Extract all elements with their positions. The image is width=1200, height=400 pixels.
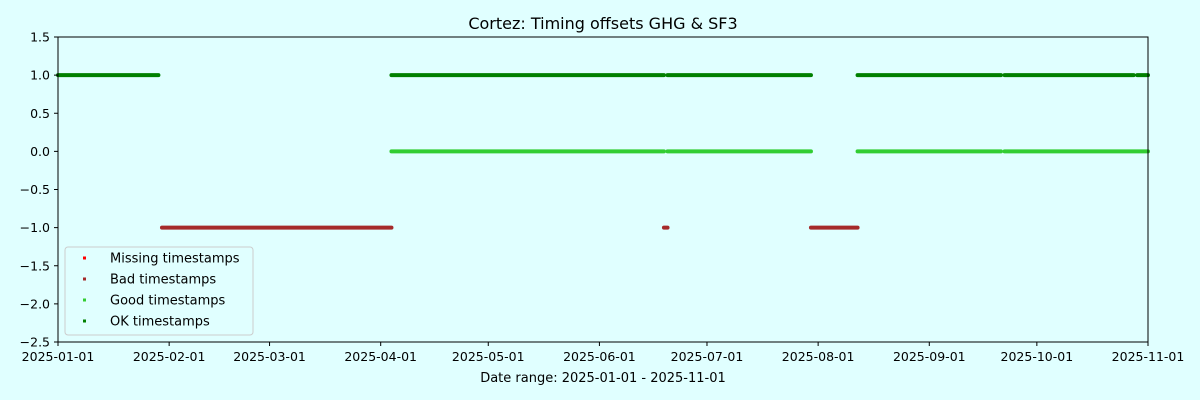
y-tick-label: 0.0 [30,144,50,159]
y-tick-label: −2.5 [20,335,50,350]
y-tick-label: 1.5 [30,30,50,45]
legend-marker [83,277,86,281]
axes: 2025-01-01 2025-02-01 2025-03-01 2025-04-01… [20,30,1185,365]
y-tick-label: −2.0 [20,296,50,311]
legend-marker [83,256,86,260]
data-marks [56,73,1150,230]
y-tick-label: −1.0 [20,220,50,235]
legend-label: Good timestamps [110,294,225,309]
legend-marker [83,319,86,323]
x-tick-label: 2025-01-01 [22,349,95,364]
legend-marker [83,298,86,302]
y-tick-label: 0.5 [30,106,50,121]
x-tick-label: 2025-04-01 [344,349,417,364]
x-tick-label: 2025-06-01 [563,349,636,364]
x-axis-label: Date range: 2025-01-01 - 2025-11-01 [480,371,726,386]
x-tick-label: 2025-10-01 [1001,349,1074,364]
legend-label: Bad timestamps [110,273,216,288]
y-tick-label: −1.5 [20,258,50,273]
legend: Missing timestamps Bad timestamps Good tim… [64,246,254,336]
legend-label: OK timestamps [110,315,210,330]
x-tick-label: 2025-08-01 [782,349,855,364]
x-tick-label: 2025-03-01 [233,349,306,364]
y-tick-label: −0.5 [20,182,50,197]
x-tick-label: 2025-11-01 [1112,349,1185,364]
x-tick-label: 2025-09-01 [893,349,966,364]
chart-title: Cortez: Timing offsets GHG & SF3 [468,14,737,33]
y-tick-label: 1.0 [30,68,50,83]
x-tick-label: 2025-05-01 [452,349,525,364]
legend-label: Missing timestamps [110,252,240,267]
x-tick-label: 2025-02-01 [133,349,206,364]
x-tick-label: 2025-07-01 [671,349,744,364]
legend-box [64,246,254,336]
